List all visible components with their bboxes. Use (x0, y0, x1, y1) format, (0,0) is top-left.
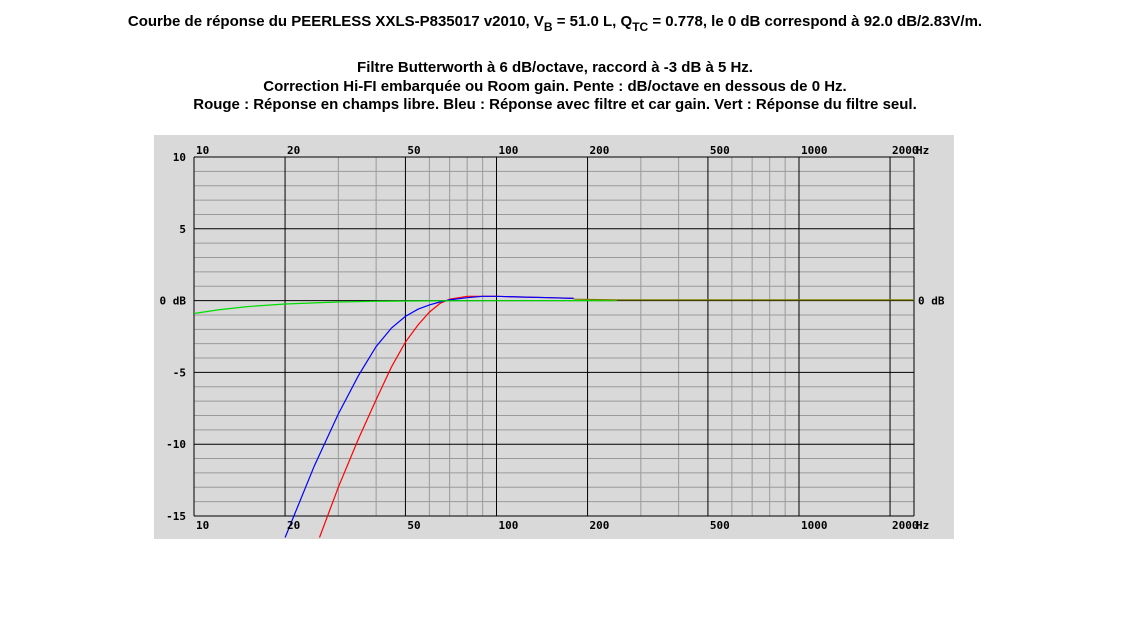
y-right-label: 0 dB (918, 295, 945, 308)
y-tick-label: 10 (173, 151, 186, 164)
x-tick-label-top: 10 (196, 144, 209, 157)
x-tick-label-bottom: 20 (287, 519, 300, 532)
x-tick-label-top: 50 (407, 144, 420, 157)
y-tick-label: -5 (173, 366, 186, 379)
x-tick-label-top: 1000 (801, 144, 828, 157)
x-tick-label-bottom: 100 (498, 519, 518, 532)
x-tick-label-top: 200 (590, 144, 610, 157)
x-tick-label-top: 500 (710, 144, 730, 157)
y-tick-label: -10 (166, 438, 186, 451)
series-olive-line (573, 298, 914, 301)
subtitle-filter: Filtre Butterworth à 6 dB/octave, raccor… (357, 59, 753, 76)
tick-labels: 10 10 20 20 50 50 100 100 200 200 500 500 1000 1000 20… (160, 144, 945, 532)
x-tick-label-bottom: 2000 (892, 519, 919, 532)
chart-title: Courbe de réponse du PEERLESS XXLS-P8350… (127, 13, 983, 34)
series-layer (193, 295, 914, 538)
series-blue-line (284, 295, 574, 538)
x-unit-label-bottom: Hz (916, 519, 929, 532)
y-tick-label: -15 (166, 510, 186, 523)
series-green-line (193, 300, 617, 315)
x-tick-label-bottom: 10 (196, 519, 209, 532)
x-tick-label-top: 2000 (892, 144, 919, 157)
y-tick-label: 0 dB (160, 295, 187, 308)
plot-background (154, 135, 954, 539)
y-tick-label: 5 (179, 223, 186, 236)
x-tick-label-bottom: 1000 (801, 519, 828, 532)
x-tick-label-top: 100 (498, 144, 518, 157)
x-tick-label-bottom: 500 (710, 519, 730, 532)
x-tick-label-top: 20 (287, 144, 300, 157)
x-unit-label-top: Hz (916, 144, 929, 157)
x-tick-label-bottom: 50 (407, 519, 420, 532)
subtitle-correction: Correction Hi-FI embarquée ou Room gain.… (263, 78, 847, 95)
x-tick-label-bottom: 200 (590, 519, 610, 532)
subtitle-legend: Rouge : Réponse en champs libre. Bleu : … (193, 96, 917, 113)
grid (193, 156, 915, 517)
